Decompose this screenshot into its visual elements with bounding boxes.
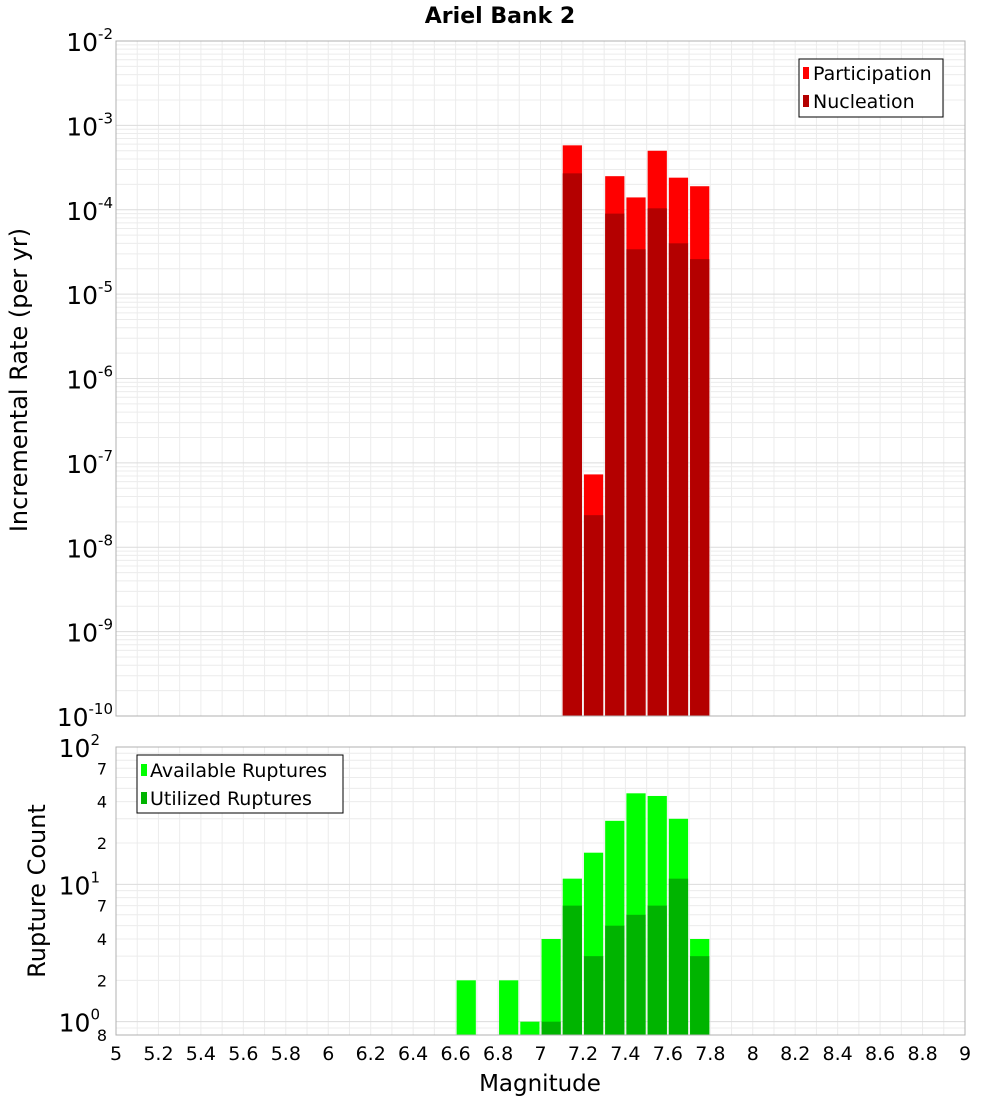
x-tick-label: 5.4 [186, 1043, 216, 1065]
x-tick-label: 6.2 [356, 1043, 386, 1065]
bottom-plot-bars [456, 793, 710, 1035]
chart-title: Ariel Bank 2 [425, 4, 575, 29]
top-plot-grid [115, 41, 966, 717]
x-tick-label: 5.6 [228, 1043, 258, 1065]
bottom-plot-frame [115, 746, 966, 1036]
x-tick-label: 8 [747, 1043, 759, 1065]
y-tick-label: 100 [59, 1006, 100, 1038]
nucleation-bar-7.2 [583, 515, 604, 716]
x-tick-label: 5.2 [143, 1043, 173, 1065]
x-tick-label: 7.4 [610, 1043, 640, 1065]
legend-label-utilized: Utilized Ruptures [150, 788, 312, 810]
nucleation-bar-7.4 [626, 249, 646, 716]
y-tick-label: 10-10 [57, 700, 113, 732]
top-legend-box [798, 58, 944, 118]
available-bar-6.6 [456, 980, 476, 1035]
top-plot-bars [562, 145, 710, 717]
legend-swatch-participation [803, 67, 809, 79]
utilized-bar-7.1 [562, 905, 582, 1035]
x-tick-label: 7.8 [695, 1043, 725, 1065]
x-tick-label: 7.6 [653, 1043, 683, 1065]
y-minor-tick-label: 4 [97, 793, 107, 812]
top-y-axis-label: Incremental Rate (per yr) [5, 228, 33, 532]
x-tick-label: 8.4 [823, 1043, 853, 1065]
y-minor-tick-label: 7 [97, 897, 107, 916]
bottom-y-axis-label: Rupture Count [23, 804, 51, 978]
nucleation-bar-7.3 [605, 213, 625, 717]
bottom-legend-box [136, 754, 344, 814]
top-legend: Participation Nucleation [798, 58, 944, 118]
y-tick-label: 10-8 [66, 531, 113, 563]
utilized-bar-7.7 [690, 956, 710, 1035]
x-tick-label: 8.8 [907, 1043, 937, 1065]
x-tick-label: 7 [534, 1043, 546, 1065]
bottom-plot-y-ticks: 102 101 100 7 4 2 7 4 2 8 [59, 731, 107, 1045]
bottom-legend: Available Ruptures Utilized Ruptures [136, 754, 344, 814]
legend-swatch-nucleation [803, 95, 809, 107]
legend-swatch-utilized [141, 792, 147, 804]
y-minor-tick-label: 4 [97, 930, 107, 949]
y-tick-label: 102 [59, 731, 100, 763]
x-tick-label: 6 [322, 1043, 334, 1065]
available-bar-6.8 [499, 980, 519, 1035]
utilized-bar-7.5 [647, 905, 667, 1035]
x-tick-label: 5.8 [271, 1043, 301, 1065]
y-minor-tick-label: 2 [97, 971, 107, 990]
nucleation-bar-7.6 [668, 243, 689, 717]
y-minor-tick-label: 7 [97, 759, 107, 778]
y-tick-label: 10-4 [66, 194, 113, 226]
x-tick-label: 8.6 [865, 1043, 895, 1065]
y-minor-tick-label: 2 [97, 834, 107, 853]
utilized-bar-7.2 [583, 956, 604, 1035]
y-tick-label: 10-2 [66, 25, 113, 57]
y-minor-tick-label: 8 [97, 1026, 107, 1045]
available-bar-6.9 [520, 1021, 540, 1035]
legend-label-participation: Participation [813, 63, 932, 85]
top-plot-y-ticks: 10-2 10-3 10-4 10-5 10-6 10-7 10-8 10-9 10-10 [57, 25, 113, 732]
bottom-plot-x-ticks: 5 5.2 5.4 5.6 5.8 6 6.2 6.4 6.6 6.8 7 7.2 7.4 7.6 7.8 8… [110, 1043, 971, 1065]
x-tick-label: 6.8 [483, 1043, 513, 1065]
y-tick-label: 10-7 [66, 447, 113, 479]
x-tick-label: 6.6 [440, 1043, 470, 1065]
available-bar-7.0 [541, 938, 561, 1035]
x-axis-label: Magnitude [479, 1071, 601, 1097]
x-tick-label: 5 [110, 1043, 122, 1065]
legend-label-available: Available Ruptures [150, 760, 327, 782]
x-tick-label: 6.4 [398, 1043, 428, 1065]
legend-swatch-available [141, 764, 147, 776]
top-plot-frame [115, 40, 966, 717]
legend-label-nucleation: Nucleation [813, 91, 915, 113]
y-tick-label: 101 [59, 868, 100, 900]
x-tick-label: 8.2 [780, 1043, 810, 1065]
x-tick-label: 7.2 [568, 1043, 598, 1065]
nucleation-bar-7.1 [562, 173, 582, 716]
x-tick-label: 9 [959, 1043, 971, 1065]
y-tick-label: 10-6 [66, 363, 113, 395]
y-tick-label: 10-3 [66, 109, 113, 141]
nucleation-bar-7.5 [647, 208, 667, 716]
utilized-bar-7.0 [541, 1021, 561, 1035]
nucleation-bar-7.7 [690, 259, 710, 716]
utilized-bar-7.6 [668, 878, 689, 1035]
utilized-bar-7.3 [605, 925, 625, 1035]
y-tick-label: 10-9 [66, 616, 113, 648]
utilized-bar-7.4 [626, 914, 646, 1035]
y-tick-label: 10-5 [66, 278, 113, 310]
